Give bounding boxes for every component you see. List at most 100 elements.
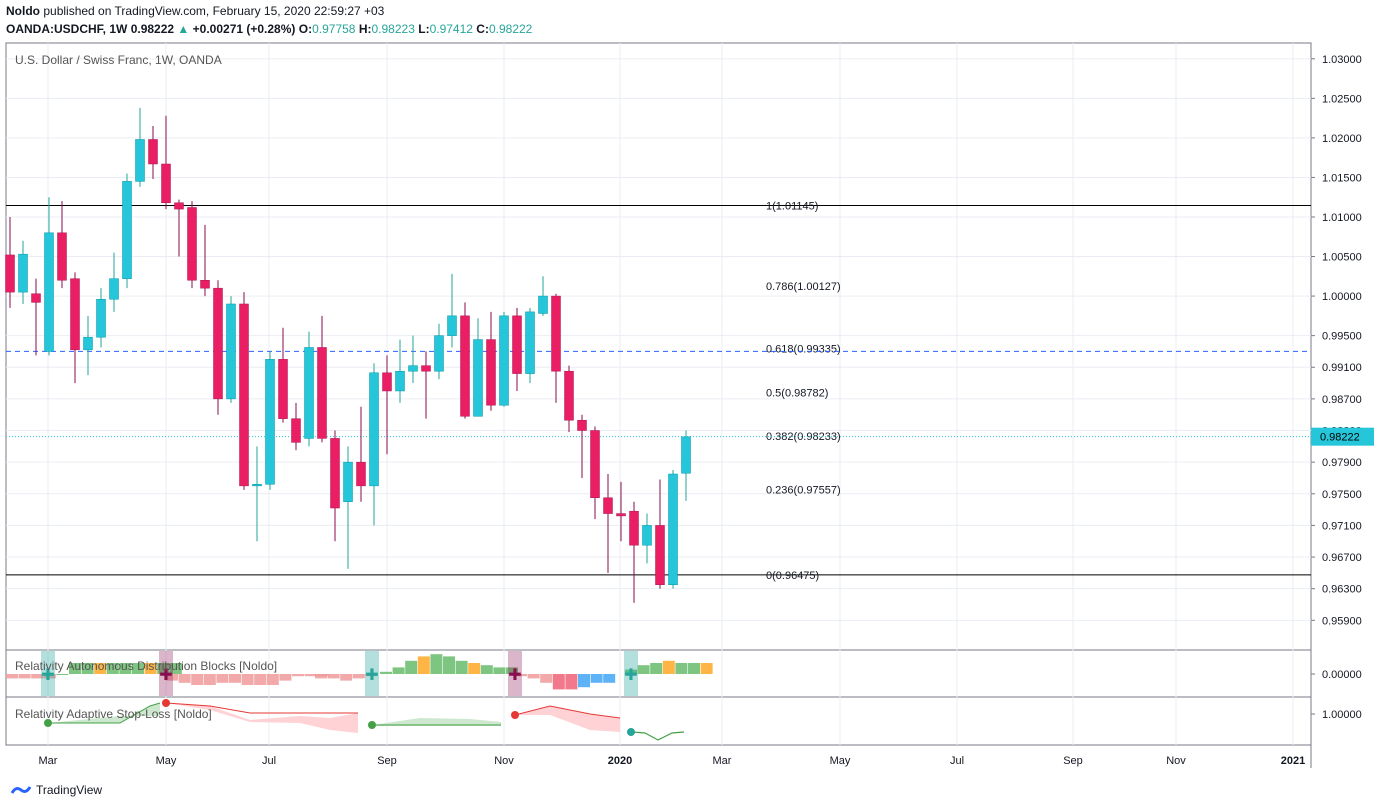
candle-body bbox=[83, 336, 93, 351]
candle-body bbox=[226, 303, 236, 400]
candle-body bbox=[330, 438, 340, 509]
x-tick-label: 2020 bbox=[608, 755, 632, 767]
candle-body bbox=[668, 473, 678, 585]
y-tick-label: 1.02500 bbox=[1322, 93, 1362, 105]
up-arrow-icon: ▲ bbox=[177, 22, 190, 36]
y-tick-label: 0.95900 bbox=[1322, 615, 1362, 627]
candle-body bbox=[252, 484, 262, 487]
y-tick-label: 1.03000 bbox=[1322, 54, 1362, 66]
signal-highlight bbox=[41, 651, 55, 696]
candle-body bbox=[421, 365, 431, 372]
distribution-block bbox=[18, 674, 31, 679]
publish-info: Noldo published on TradingView.com, Febr… bbox=[6, 4, 384, 18]
fib-label: 0.786(1.00127) bbox=[766, 281, 841, 293]
y-tick-label: 0.97900 bbox=[1322, 457, 1362, 469]
stoploss-fill-green bbox=[48, 703, 160, 723]
candle-body bbox=[148, 139, 158, 165]
distribution-block bbox=[56, 674, 69, 675]
price-change: +0.00271 (+0.28%) bbox=[192, 22, 296, 36]
signal-highlight bbox=[624, 651, 638, 696]
low-label: L: bbox=[418, 22, 430, 36]
distribution-block bbox=[94, 663, 107, 674]
distribution-block bbox=[552, 674, 565, 690]
candle-body bbox=[473, 339, 483, 417]
stoploss-start-marker bbox=[368, 721, 376, 729]
distribution-block bbox=[565, 674, 578, 690]
distribution-block bbox=[178, 674, 191, 683]
candle-body bbox=[239, 303, 249, 487]
fib-label: 0.236(0.97557) bbox=[766, 484, 841, 496]
candle-body bbox=[317, 347, 327, 439]
distribution-block bbox=[229, 674, 241, 683]
distribution-block bbox=[157, 663, 170, 674]
x-tick-label: Sep bbox=[377, 755, 397, 767]
distribution-block bbox=[266, 674, 279, 685]
stoploss-fill-red bbox=[515, 706, 620, 732]
candle-body bbox=[577, 419, 587, 431]
candle-body bbox=[343, 461, 353, 502]
x-tick-label: Mar bbox=[39, 755, 58, 767]
candle-body bbox=[551, 295, 561, 372]
publish-text: published on TradingView.com, February 1… bbox=[43, 4, 385, 18]
tradingview-footer[interactable]: TradingView bbox=[10, 783, 102, 797]
candle-body bbox=[57, 232, 67, 281]
signal-cross-icon: ✚ bbox=[508, 665, 521, 684]
candle-body bbox=[616, 513, 626, 517]
distribution-block bbox=[515, 674, 527, 677]
author-name: Noldo bbox=[6, 4, 40, 18]
distribution-block bbox=[31, 674, 44, 679]
last-price-tag-label: 0.98222 bbox=[1320, 432, 1360, 444]
chart-title: U.S. Dollar / Swiss Franc, 1W, OANDA bbox=[15, 53, 222, 67]
candle-body bbox=[382, 372, 392, 392]
distribution-block bbox=[315, 674, 327, 679]
candle-body bbox=[109, 278, 119, 300]
symbol-label: OANDA:USDCHF, 1W bbox=[6, 22, 128, 36]
stoploss-start-marker bbox=[162, 699, 170, 707]
distribution-block bbox=[43, 674, 56, 679]
low-value: 0.97412 bbox=[429, 22, 473, 36]
candle-body bbox=[122, 181, 132, 279]
x-tick-label: May bbox=[156, 755, 177, 767]
candle-body bbox=[18, 253, 28, 293]
candle-body bbox=[161, 163, 171, 204]
distribution-block bbox=[675, 663, 688, 674]
last-price-tag bbox=[1311, 427, 1374, 446]
distribution-block bbox=[468, 663, 481, 674]
candle-body bbox=[642, 525, 652, 546]
candle-body bbox=[525, 311, 535, 374]
candle-body bbox=[681, 436, 691, 474]
x-tick-label: Jul bbox=[950, 755, 964, 767]
x-tick-label: Jul bbox=[262, 755, 276, 767]
distribution-block bbox=[417, 656, 430, 674]
distribution-block bbox=[380, 671, 392, 674]
x-tick-label: Mar bbox=[713, 755, 732, 767]
candle-body bbox=[96, 298, 106, 338]
distribution-block bbox=[365, 674, 378, 677]
indicator-title: Relativity Autonomous Distribution Block… bbox=[15, 659, 277, 673]
candle-body bbox=[447, 315, 457, 336]
distribution-block bbox=[688, 663, 700, 674]
y-tick-label: 1.01500 bbox=[1322, 172, 1362, 184]
distribution-block bbox=[392, 667, 405, 674]
candle-body bbox=[564, 370, 574, 421]
stoploss-start-marker bbox=[44, 719, 52, 727]
distribution-block bbox=[69, 663, 81, 674]
distribution-block bbox=[480, 665, 493, 674]
distribution-block bbox=[637, 665, 650, 674]
x-tick-label: 2021 bbox=[1281, 755, 1305, 767]
candle-body bbox=[629, 510, 639, 546]
distribution-block bbox=[700, 663, 713, 674]
y-tick-label: 1.00500 bbox=[1322, 252, 1362, 264]
signal-cross-icon: ✚ bbox=[365, 665, 378, 684]
distribution-block bbox=[352, 674, 365, 679]
close-label: C: bbox=[476, 22, 489, 36]
last-price: 0.98222 bbox=[130, 22, 175, 36]
indicator-one-label: 1.00000 bbox=[1322, 709, 1362, 721]
fib-label: 0(0.96475) bbox=[766, 570, 819, 582]
candle-body bbox=[31, 293, 41, 303]
distribution-block bbox=[590, 674, 603, 683]
distribution-block bbox=[203, 674, 216, 685]
distribution-block bbox=[144, 663, 157, 674]
x-tick-label: Nov bbox=[1166, 755, 1186, 767]
